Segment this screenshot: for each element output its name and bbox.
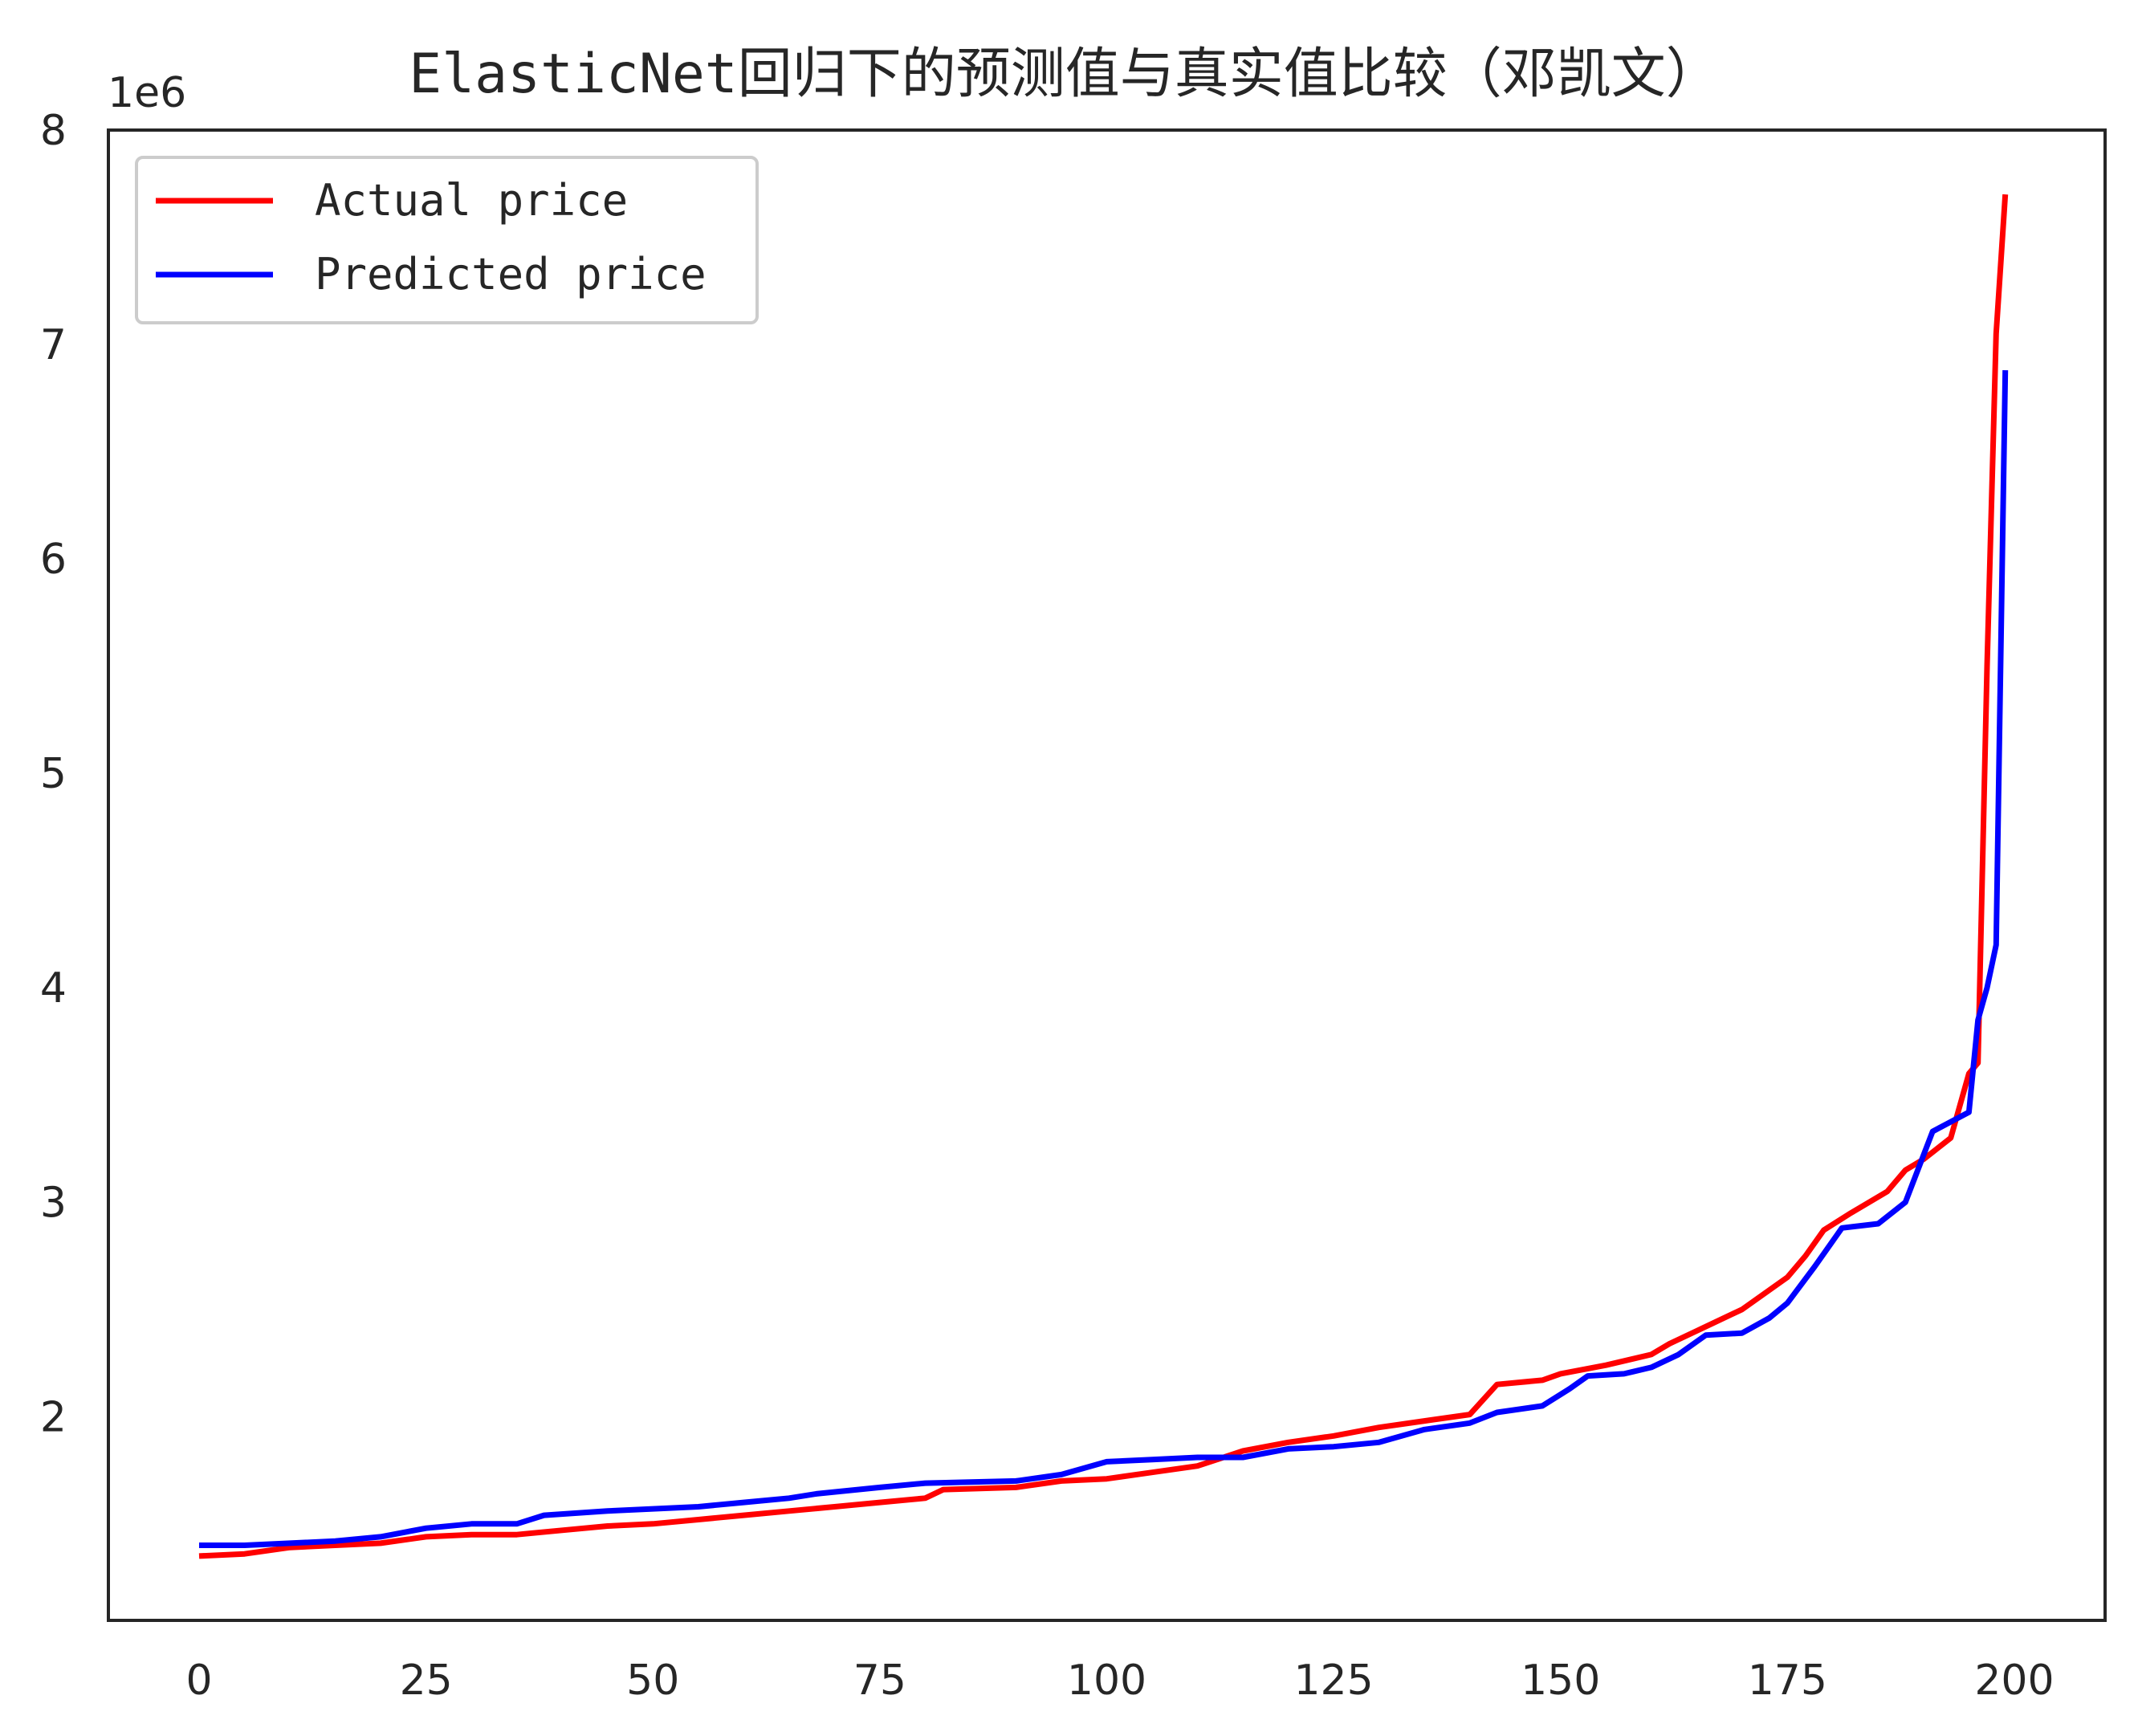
y-tick-label: 4 [40,964,67,1013]
x-tick-label: 200 [1974,1657,2054,1705]
legend-label: Actual price [315,175,628,226]
x-tick-label: 125 [1293,1657,1373,1705]
x-tick-label: 150 [1521,1657,1600,1705]
y-tick-label: 2 [40,1393,67,1441]
y-tick-label: 8 [40,107,67,155]
x-tick-label: 0 [185,1657,212,1705]
y-tick-label: 6 [40,536,67,584]
legend-items: Actual price Predicted price [156,175,707,300]
y-tick-label: 7 [40,321,67,369]
y-axis-offset-label: 1e6 [108,69,186,117]
x-axis-ticks: 0 25 50 75 100 125 150 175 200 [185,1657,2054,1705]
x-tick-label: 50 [626,1657,679,1705]
y-tick-label: 3 [40,1179,67,1227]
legend: Actual price Predicted price [135,156,759,324]
y-tick-label: 5 [40,750,67,798]
x-tick-label: 25 [400,1657,453,1705]
legend-label: Predicted price [315,249,707,300]
chart-title: ElasticNet回归下的预测值与真实值比较（邓凯文） [409,43,1720,106]
plot-area [107,128,2107,1622]
series-layer [198,194,2009,1559]
plot-frame [107,128,2107,1622]
series-line-actual [198,194,2009,1559]
series-line-predicted [199,370,2009,1548]
y-axis-ticks: 2 3 4 5 6 7 8 [40,107,67,1441]
x-tick-label: 100 [1067,1657,1146,1705]
x-tick-label: 175 [1748,1657,1827,1705]
x-tick-label: 75 [853,1657,906,1705]
legend-box [135,156,759,324]
